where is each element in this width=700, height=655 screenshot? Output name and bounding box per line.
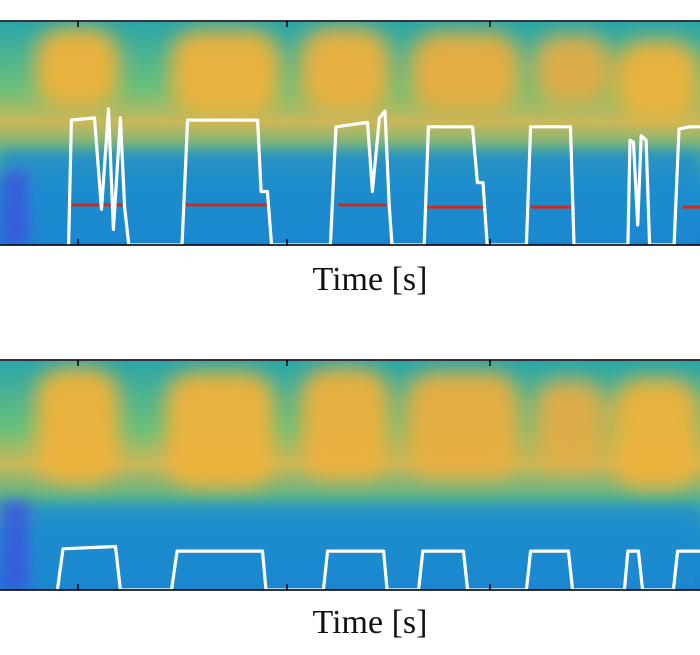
contour-line-2-1 (55, 544, 700, 590)
energy-blobs-2 (35, 368, 700, 488)
spectrogram-panel-1 (0, 22, 700, 245)
plot-area-1 (67, 107, 700, 245)
ticks-1 (77, 21, 491, 245)
x-axis-label-1: Time [s] (313, 261, 428, 298)
contour-line-1-1 (67, 107, 700, 245)
spectrogram-panel-2 (0, 361, 700, 590)
energy-blobs-1 (35, 28, 700, 120)
plot-area-2 (55, 544, 700, 590)
x-axis-label-2: Time [s] (313, 604, 428, 641)
axes-frame-1 (0, 20, 700, 246)
axes-frame-2 (0, 359, 700, 591)
ticks-2 (77, 360, 491, 590)
